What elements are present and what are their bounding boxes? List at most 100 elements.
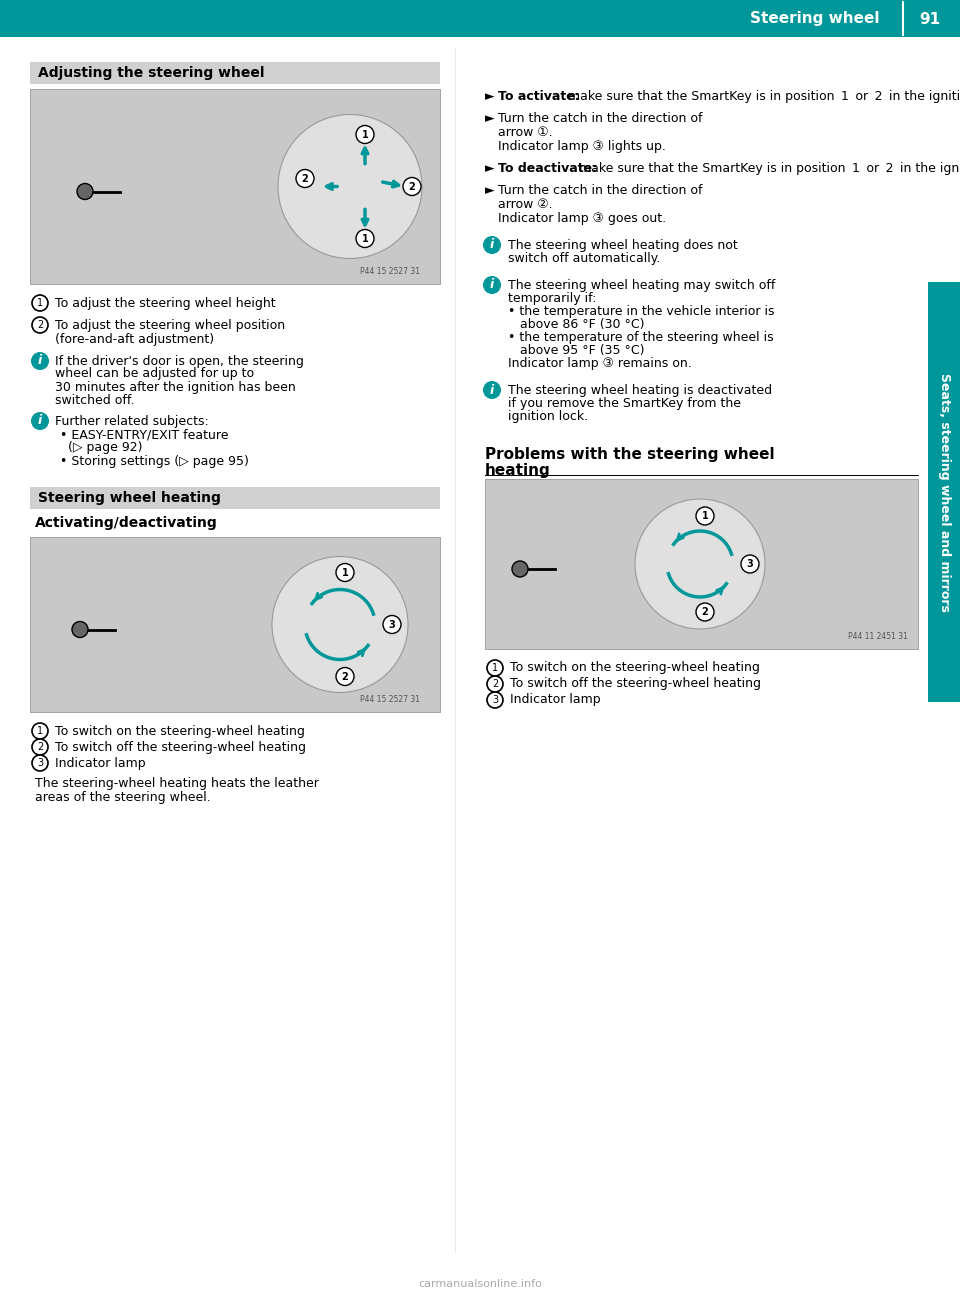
Circle shape bbox=[32, 316, 48, 333]
Text: ►: ► bbox=[485, 184, 499, 197]
Text: 1: 1 bbox=[492, 663, 498, 673]
Text: Turn the catch in the direction of: Turn the catch in the direction of bbox=[498, 112, 703, 125]
Text: To activate:: To activate: bbox=[498, 90, 580, 103]
Text: ►: ► bbox=[485, 90, 499, 103]
Circle shape bbox=[77, 184, 93, 199]
Text: • the temperature of the steering wheel is: • the temperature of the steering wheel … bbox=[508, 331, 774, 344]
Text: heating: heating bbox=[485, 464, 551, 478]
Text: ignition lock.: ignition lock. bbox=[508, 410, 588, 423]
Text: 3: 3 bbox=[36, 758, 43, 768]
Text: To deactivate:: To deactivate: bbox=[498, 161, 597, 174]
Circle shape bbox=[741, 555, 759, 573]
Text: carmanualsonline.info: carmanualsonline.info bbox=[418, 1279, 542, 1289]
Text: Turn the catch in the direction of: Turn the catch in the direction of bbox=[498, 184, 703, 197]
FancyBboxPatch shape bbox=[0, 0, 960, 36]
Text: make sure that the SmartKey is in position  1  or  2  in the ignition lock.: make sure that the SmartKey is in positi… bbox=[575, 161, 960, 174]
Text: To switch off the steering-wheel heating: To switch off the steering-wheel heating bbox=[510, 677, 761, 690]
Text: Indicator lamp: Indicator lamp bbox=[55, 756, 146, 769]
Circle shape bbox=[296, 169, 314, 187]
Text: To switch on the steering-wheel heating: To switch on the steering-wheel heating bbox=[55, 724, 305, 737]
Circle shape bbox=[487, 676, 503, 691]
Text: arrow ①.: arrow ①. bbox=[498, 126, 553, 139]
Text: Indicator lamp: Indicator lamp bbox=[510, 694, 601, 707]
Circle shape bbox=[487, 660, 503, 676]
Text: if you remove the SmartKey from the: if you remove the SmartKey from the bbox=[508, 397, 741, 410]
Text: Activating/deactivating: Activating/deactivating bbox=[35, 516, 218, 530]
Bar bbox=[928, 283, 960, 702]
Text: 3: 3 bbox=[492, 695, 498, 704]
Text: i: i bbox=[37, 354, 42, 367]
Circle shape bbox=[635, 499, 765, 629]
Text: 91: 91 bbox=[920, 12, 941, 26]
Circle shape bbox=[31, 352, 49, 370]
Text: • Storing settings (▷ page 95): • Storing settings (▷ page 95) bbox=[60, 454, 249, 467]
Circle shape bbox=[696, 603, 714, 621]
Circle shape bbox=[483, 381, 501, 398]
Text: Further related subjects:: Further related subjects: bbox=[55, 414, 208, 427]
Text: switched off.: switched off. bbox=[55, 393, 134, 406]
Circle shape bbox=[32, 755, 48, 771]
Bar bbox=[485, 479, 918, 648]
FancyBboxPatch shape bbox=[30, 62, 440, 85]
Circle shape bbox=[512, 561, 528, 577]
Circle shape bbox=[272, 556, 408, 693]
Text: switch off automatically.: switch off automatically. bbox=[508, 253, 660, 266]
Text: The steering wheel heating does not: The steering wheel heating does not bbox=[508, 240, 737, 253]
Text: wheel can be adjusted for up to: wheel can be adjusted for up to bbox=[55, 367, 254, 380]
Text: areas of the steering wheel.: areas of the steering wheel. bbox=[35, 790, 211, 803]
Circle shape bbox=[483, 276, 501, 294]
Text: • EASY-ENTRY/EXIT feature: • EASY-ENTRY/EXIT feature bbox=[60, 428, 228, 441]
Text: i: i bbox=[490, 384, 494, 397]
Text: above 86 °F (30 °C): above 86 °F (30 °C) bbox=[508, 318, 644, 331]
Text: 1: 1 bbox=[362, 129, 369, 139]
Text: 2: 2 bbox=[702, 607, 708, 617]
Text: The steering-wheel heating heats the leather: The steering-wheel heating heats the lea… bbox=[35, 776, 319, 789]
Text: temporarily if:: temporarily if: bbox=[508, 292, 596, 305]
Text: i: i bbox=[490, 238, 494, 251]
Text: i: i bbox=[37, 414, 42, 427]
Circle shape bbox=[356, 125, 374, 143]
Text: Adjusting the steering wheel: Adjusting the steering wheel bbox=[38, 66, 265, 79]
Circle shape bbox=[403, 177, 421, 195]
Circle shape bbox=[32, 723, 48, 740]
Text: 1: 1 bbox=[362, 233, 369, 243]
Circle shape bbox=[72, 621, 88, 638]
Text: The steering wheel heating may switch off: The steering wheel heating may switch of… bbox=[508, 279, 776, 292]
Text: Seats, steering wheel and mirrors: Seats, steering wheel and mirrors bbox=[938, 372, 950, 612]
Circle shape bbox=[356, 229, 374, 247]
Text: To switch off the steering-wheel heating: To switch off the steering-wheel heating bbox=[55, 741, 306, 754]
Text: 2: 2 bbox=[36, 320, 43, 329]
Text: 1: 1 bbox=[36, 298, 43, 309]
Text: Indicator lamp ③ lights up.: Indicator lamp ③ lights up. bbox=[498, 141, 666, 154]
Circle shape bbox=[487, 691, 503, 708]
Text: 1: 1 bbox=[342, 568, 348, 578]
Circle shape bbox=[31, 411, 49, 430]
FancyBboxPatch shape bbox=[30, 487, 440, 509]
Circle shape bbox=[336, 668, 354, 685]
Circle shape bbox=[32, 296, 48, 311]
Text: make sure that the SmartKey is in position  1  or  2  in the ignition lock.: make sure that the SmartKey is in positi… bbox=[564, 90, 960, 103]
Text: 2: 2 bbox=[36, 742, 43, 753]
Text: 30 minutes after the ignition has been: 30 minutes after the ignition has been bbox=[55, 380, 296, 393]
Text: ►: ► bbox=[485, 161, 499, 174]
Text: Indicator lamp ③ remains on.: Indicator lamp ③ remains on. bbox=[508, 357, 692, 370]
Bar bbox=[30, 536, 440, 712]
Text: P44 11 2451 31: P44 11 2451 31 bbox=[848, 631, 908, 641]
Circle shape bbox=[696, 506, 714, 525]
Text: 2: 2 bbox=[342, 672, 348, 681]
Circle shape bbox=[278, 115, 422, 259]
Text: Problems with the steering wheel: Problems with the steering wheel bbox=[485, 447, 775, 462]
Text: The steering wheel heating is deactivated: The steering wheel heating is deactivate… bbox=[508, 384, 772, 397]
Text: P44 15 2527 31: P44 15 2527 31 bbox=[360, 267, 420, 276]
Text: To adjust the steering wheel height: To adjust the steering wheel height bbox=[55, 297, 276, 310]
Text: arrow ②.: arrow ②. bbox=[498, 198, 553, 211]
Circle shape bbox=[483, 236, 501, 254]
Text: To switch on the steering-wheel heating: To switch on the steering-wheel heating bbox=[510, 661, 760, 674]
Text: If the driver's door is open, the steering: If the driver's door is open, the steeri… bbox=[55, 354, 304, 367]
Text: Steering wheel heating: Steering wheel heating bbox=[38, 491, 221, 505]
Text: 1: 1 bbox=[36, 727, 43, 736]
Text: To adjust the steering wheel position: To adjust the steering wheel position bbox=[55, 319, 285, 332]
Text: (▷ page 92): (▷ page 92) bbox=[68, 441, 142, 454]
Text: i: i bbox=[490, 279, 494, 292]
Text: 3: 3 bbox=[389, 620, 396, 629]
